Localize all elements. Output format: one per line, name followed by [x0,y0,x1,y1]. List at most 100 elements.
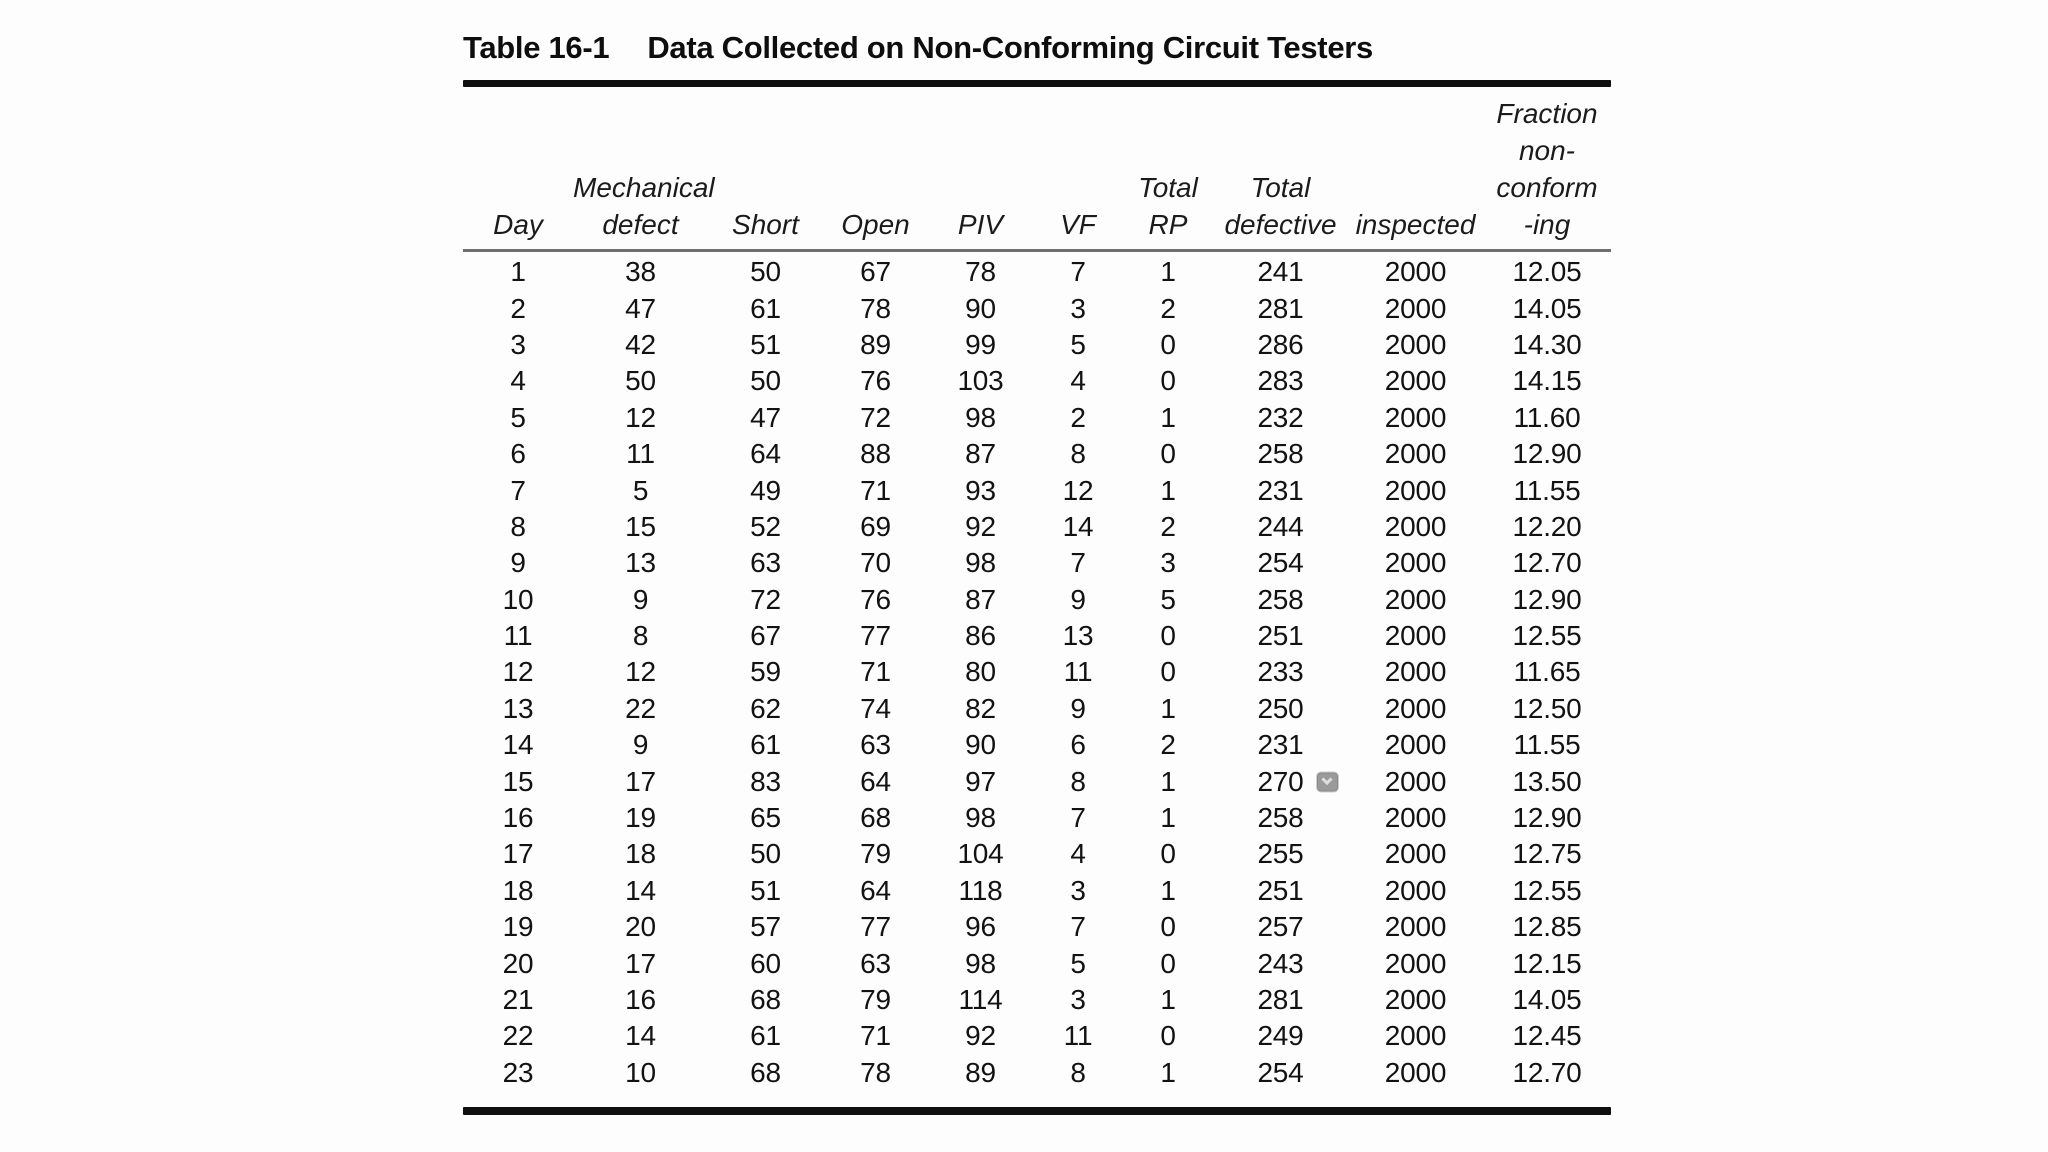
cell-value: 67 [860,256,891,288]
cell-value: 14 [502,729,534,761]
cell-value: 257 [1257,911,1304,943]
cell-day: 12 [463,657,573,687]
top-rule [463,80,1611,87]
cell-value: 0 [1160,838,1176,870]
cell-value: 22 [625,692,656,724]
cell-value: 63 [750,547,781,579]
cell-value: 76 [860,365,891,397]
cell-short: 47 [708,402,823,433]
cell-value: 251 [1257,620,1304,652]
cell-inspected: 2000 [1348,912,1483,942]
cell-value: 62 [750,692,781,724]
cell-piv: 103 [928,366,1033,396]
cell-mechanical-defect: 12 [573,657,708,687]
cell-vf: 7 [1033,257,1123,287]
cell-fraction-nonconforming: 12.85 [1483,912,1611,942]
cell-total-rp: 0 [1123,439,1213,469]
bottom-rule [463,1106,1611,1115]
cell-day: 19 [463,912,573,942]
cell-open: 71 [823,1021,928,1051]
cell-value: 9 [632,583,649,615]
cell-inspected: 2000 [1348,257,1483,287]
cell-fraction-nonconforming: 11.65 [1483,657,1611,687]
cell-short: 50 [708,257,823,287]
cell-piv: 98 [928,402,1033,433]
column-header-day: Day [463,206,573,243]
cell-value: 9 [1070,583,1086,615]
cell-value: 9 [632,729,649,761]
cell-day: 15 [463,765,573,797]
cell-piv: 97 [928,766,1033,797]
cell-total-rp: 1 [1123,257,1213,287]
cell-piv: 80 [928,657,1033,687]
cell-day: 4 [463,366,573,396]
cell-value: 1 [1160,874,1176,906]
cell-short: 83 [708,766,823,797]
cell-day: 23 [463,1057,573,1088]
cell-value: 71 [860,1020,891,1052]
cell-piv: 93 [928,475,1033,506]
cell-fraction-nonconforming: 11.55 [1483,475,1611,506]
cell-value: 12.85 [1512,911,1582,943]
cell-short: 68 [708,1057,823,1088]
header-line: Mechanical [573,172,715,203]
cell-value: 12.70 [1512,547,1582,579]
cell-mechanical-defect: 38 [573,257,708,287]
cell-total-defective: 233 [1213,657,1348,687]
cell-vf: 9 [1033,692,1123,724]
cell-value: 0 [1160,1020,1176,1052]
cell-value: 232 [1257,401,1304,433]
cell-value: 13 [625,547,656,579]
cell-value: 64 [860,874,891,906]
cell-value: 241 [1257,256,1304,288]
cell-short: 49 [708,475,823,506]
cell-fraction-nonconforming: 11.60 [1483,402,1611,433]
cell-total-defective: 283 [1213,366,1348,396]
cell-value: 12.20 [1512,510,1582,542]
cell-total-defective: 257 [1213,912,1348,942]
cell-fraction-nonconforming: 12.45 [1483,1021,1611,1051]
table-header-row: Day Mechanical defect Short Open PIV VF Total RP… [463,87,1611,249]
cell-piv: 90 [928,730,1033,760]
cell-value: 1 [1160,692,1176,724]
cell-value: 90 [965,292,996,324]
cell-vf: 14 [1033,511,1123,542]
cell-value: 249 [1257,1020,1304,1052]
cell-inspected: 2000 [1348,693,1483,724]
cell-value: 5 [510,401,526,433]
cell-value: 50 [750,365,781,397]
table-row: 15 17 83 64 97 8 1 270 2000 13.50 [463,763,1611,799]
cell-value: 2000 [1384,256,1447,288]
cell-inspected: 2000 [1348,475,1483,506]
cell-value: 3 [510,328,526,360]
cell-value: 89 [860,328,891,360]
cell-short: 68 [708,985,823,1015]
cell-value: 243 [1257,947,1304,979]
cell-value: 12.90 [1512,583,1582,615]
cell-total-defective: 281 [1213,293,1348,324]
chevron-down-icon[interactable] [1316,772,1338,792]
cell-inspected: 2000 [1348,366,1483,396]
cell-value: 1 [1160,1056,1176,1088]
cell-value: 8 [1070,438,1086,470]
column-header-open: Open [823,206,928,243]
cell-value: 7 [1070,802,1086,834]
cell-value: 15 [502,765,534,797]
cell-value: 86 [965,620,996,652]
cell-vf: 8 [1033,439,1123,469]
cell-piv: 92 [928,511,1033,542]
cell-value: 9 [1070,692,1086,724]
cell-total-rp: 1 [1123,402,1213,433]
header-line: conform [1496,172,1598,203]
cell-total-rp: 0 [1123,329,1213,360]
cell-day: 11 [463,621,573,651]
table-row: 14 9 61 63 90 6 2 231 2000 11.55 [463,727,1611,763]
cell-total-defective: 231 [1213,475,1348,506]
cell-value: 70 [860,547,891,579]
table-row: 22 14 61 71 92 11 0 249 2000 12.45 [463,1018,1611,1054]
header-line: defect [602,209,679,240]
cell-vf: 9 [1033,583,1123,615]
cell-value: 71 [860,474,891,506]
cell-short: 61 [708,293,823,324]
cell-value: 64 [750,438,781,470]
